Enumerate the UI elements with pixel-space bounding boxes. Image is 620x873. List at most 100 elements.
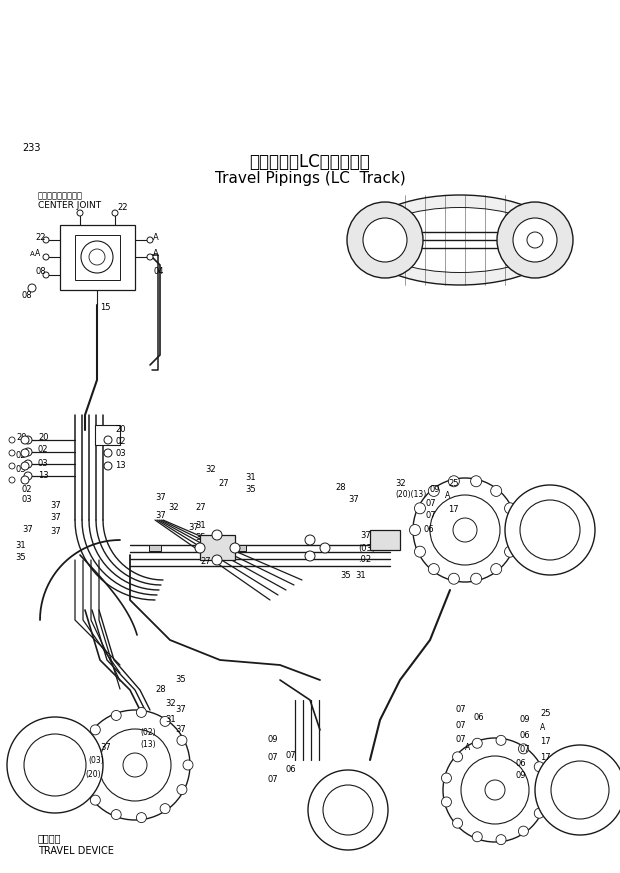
Text: 31: 31: [15, 540, 25, 549]
Circle shape: [414, 546, 425, 557]
Circle shape: [43, 254, 49, 260]
Text: 37: 37: [175, 725, 186, 734]
Circle shape: [91, 725, 100, 735]
Circle shape: [9, 450, 15, 456]
Text: 32: 32: [395, 478, 405, 487]
Text: 35: 35: [340, 570, 351, 580]
Text: A: A: [30, 251, 35, 257]
Text: 20: 20: [38, 432, 48, 442]
Circle shape: [551, 761, 609, 819]
Circle shape: [413, 478, 517, 582]
Circle shape: [527, 232, 543, 248]
Text: 13: 13: [115, 462, 126, 471]
Bar: [75, 235, 120, 280]
Circle shape: [430, 495, 500, 565]
Text: A: A: [35, 250, 40, 258]
Circle shape: [497, 202, 573, 278]
Circle shape: [453, 518, 477, 542]
Circle shape: [104, 436, 112, 444]
Text: 07: 07: [268, 753, 278, 762]
Text: 07: 07: [268, 775, 278, 785]
Circle shape: [305, 551, 315, 561]
Text: 22: 22: [35, 232, 45, 242]
Text: 09: 09: [430, 485, 440, 494]
Circle shape: [160, 717, 170, 726]
Circle shape: [363, 218, 407, 262]
Text: 02: 02: [22, 485, 32, 494]
Text: 37: 37: [348, 496, 359, 505]
Circle shape: [472, 739, 482, 748]
Text: A: A: [445, 491, 450, 500]
Text: (02): (02): [140, 728, 156, 738]
Text: 06: 06: [423, 526, 433, 534]
Circle shape: [9, 437, 15, 443]
Circle shape: [177, 785, 187, 794]
Circle shape: [505, 503, 516, 514]
Circle shape: [428, 485, 440, 497]
Text: 27: 27: [218, 478, 229, 487]
Text: 03: 03: [38, 458, 48, 468]
Text: 25: 25: [448, 478, 459, 487]
Text: 17: 17: [448, 505, 459, 514]
Circle shape: [212, 530, 222, 540]
Circle shape: [414, 503, 425, 514]
Text: 20: 20: [115, 425, 125, 435]
Text: 07: 07: [455, 735, 466, 745]
Text: 走行装置: 走行装置: [38, 833, 61, 843]
Circle shape: [540, 785, 550, 795]
Text: 06: 06: [515, 759, 526, 767]
Circle shape: [136, 813, 146, 822]
Circle shape: [471, 574, 482, 584]
Circle shape: [24, 448, 32, 456]
Circle shape: [91, 795, 100, 805]
Bar: [60, 225, 135, 290]
Circle shape: [21, 449, 29, 457]
Circle shape: [89, 249, 105, 265]
Circle shape: [43, 272, 49, 278]
Text: 37: 37: [360, 531, 371, 540]
Text: 37: 37: [188, 524, 199, 533]
Circle shape: [409, 525, 420, 535]
Text: 31: 31: [245, 473, 255, 483]
Circle shape: [534, 762, 544, 772]
Circle shape: [305, 535, 315, 545]
Circle shape: [104, 449, 112, 457]
Circle shape: [518, 826, 528, 836]
Text: 17: 17: [540, 753, 551, 761]
Circle shape: [320, 543, 330, 553]
Circle shape: [513, 218, 557, 262]
Text: 31: 31: [195, 520, 206, 530]
Text: 28: 28: [155, 685, 166, 695]
Text: 37: 37: [100, 744, 111, 753]
Circle shape: [428, 564, 440, 574]
Circle shape: [490, 485, 502, 497]
Circle shape: [347, 202, 423, 278]
Text: 06: 06: [473, 713, 484, 723]
Text: A: A: [153, 232, 159, 242]
Circle shape: [496, 835, 506, 845]
Text: (20): (20): [85, 771, 100, 780]
Circle shape: [212, 555, 222, 565]
Text: 03: 03: [115, 450, 126, 458]
Text: Travel Pipings (LC  Track): Travel Pipings (LC Track): [215, 170, 405, 185]
Text: 07: 07: [520, 746, 531, 754]
Text: 08: 08: [35, 267, 46, 277]
Text: 07: 07: [285, 751, 296, 760]
Circle shape: [21, 476, 29, 484]
Text: 15: 15: [100, 304, 110, 313]
Bar: [95, 425, 120, 445]
Circle shape: [448, 574, 459, 584]
Circle shape: [24, 460, 32, 468]
Circle shape: [79, 773, 89, 783]
Text: 31: 31: [165, 716, 175, 725]
Text: 27: 27: [195, 504, 206, 512]
Text: 37: 37: [175, 705, 186, 714]
Circle shape: [195, 543, 205, 553]
Text: 22: 22: [117, 203, 128, 211]
Circle shape: [21, 436, 29, 444]
Circle shape: [505, 546, 516, 557]
Text: 233: 233: [22, 143, 40, 153]
Circle shape: [21, 462, 29, 470]
Circle shape: [111, 711, 121, 720]
Text: 32: 32: [168, 504, 179, 512]
